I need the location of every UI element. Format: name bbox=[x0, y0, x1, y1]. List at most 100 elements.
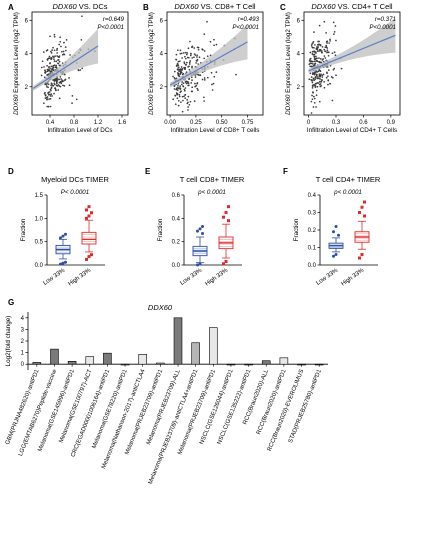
y-tick-label: 0.0 bbox=[308, 263, 317, 269]
scatter-point bbox=[59, 76, 62, 78]
scatter-point bbox=[58, 97, 61, 100]
scatter-point bbox=[52, 55, 54, 58]
scatter-point bbox=[323, 86, 326, 89]
scatter-point bbox=[56, 55, 58, 57]
scatter-point bbox=[322, 73, 325, 76]
scatter-point bbox=[316, 71, 319, 73]
scatter-point bbox=[310, 100, 313, 103]
scatter-point bbox=[180, 83, 183, 86]
x-tick-label: 0.50 bbox=[216, 120, 228, 126]
scatter-point bbox=[310, 65, 313, 68]
scatter-point bbox=[49, 35, 51, 38]
scatter-point bbox=[173, 70, 176, 73]
scatter-point bbox=[178, 70, 180, 73]
bar bbox=[85, 356, 95, 365]
scatter-point bbox=[54, 55, 56, 58]
scatter-point bbox=[198, 74, 200, 76]
scatter-point bbox=[46, 70, 49, 73]
scatter-point bbox=[45, 84, 48, 86]
scatter-point bbox=[182, 99, 184, 102]
scatter-point bbox=[173, 88, 176, 90]
scatter-point bbox=[203, 50, 206, 52]
y-tick-label: 6 bbox=[160, 18, 164, 24]
scatter-point bbox=[321, 76, 324, 78]
scatter-point bbox=[329, 40, 331, 42]
x-tick-label: High 33% bbox=[204, 267, 229, 287]
scatter-point bbox=[333, 51, 336, 53]
scatter-point bbox=[327, 83, 329, 86]
scatter-point bbox=[46, 105, 49, 108]
scatter-point bbox=[57, 89, 60, 91]
scatter-point bbox=[319, 58, 322, 60]
scatter-point bbox=[49, 105, 52, 108]
x-tick-label: Melanoma(GSE100797)-ACT bbox=[59, 368, 94, 444]
scatter-point bbox=[326, 71, 328, 74]
scatter-point bbox=[311, 94, 313, 97]
title-gene: DDX60 bbox=[174, 2, 199, 11]
panel-d-box-myeloid-dcs: D Myeloid DCs TIMER P< 0.0001 0.0 0.5 1.0 1.5 F… bbox=[8, 167, 109, 288]
outlier-point bbox=[358, 211, 361, 214]
scatter-point bbox=[312, 53, 314, 56]
scatter-point bbox=[199, 74, 202, 76]
scatter-point bbox=[53, 78, 56, 81]
scatter-point bbox=[314, 62, 316, 65]
scatter-point bbox=[321, 59, 324, 61]
outlier-point bbox=[87, 214, 91, 218]
chart-title: DDX60 VS. DCs bbox=[52, 2, 107, 11]
outlier-point bbox=[224, 260, 228, 263]
scatter-point bbox=[55, 77, 58, 80]
scatter-point bbox=[201, 78, 204, 81]
scatter-point bbox=[327, 75, 329, 78]
outlier-point bbox=[85, 208, 88, 212]
p-value: p< 0.0001 bbox=[333, 189, 362, 196]
scatter-point bbox=[313, 101, 316, 104]
x-tick-label: Low 33% bbox=[315, 267, 339, 286]
bar bbox=[173, 317, 183, 365]
box-iqr bbox=[81, 231, 97, 245]
chart-title: DDX60 bbox=[148, 303, 173, 312]
scatter-point bbox=[80, 38, 83, 41]
scatter-point bbox=[52, 84, 55, 87]
scatter-point bbox=[53, 58, 55, 61]
scatter-point bbox=[316, 85, 319, 88]
scatter-point bbox=[48, 69, 50, 72]
y-tick-label: 0.4 bbox=[172, 216, 181, 222]
scatter-point bbox=[63, 53, 66, 56]
y-axis-label: DDX60 Expression Level (log2 TPM) bbox=[285, 12, 292, 115]
scatter-point bbox=[191, 66, 193, 69]
scatter-point bbox=[210, 71, 213, 74]
scatter-point bbox=[48, 55, 51, 58]
y-axis-label: DDX60 Expression Level (log2 TPM) bbox=[13, 12, 20, 115]
scatter-point bbox=[44, 97, 47, 99]
confidence-band bbox=[33, 28, 99, 91]
scatter-point bbox=[49, 95, 52, 97]
scatter-point bbox=[174, 94, 177, 97]
scatter-point bbox=[310, 76, 313, 78]
scatter-point bbox=[206, 55, 209, 58]
scatter-point bbox=[61, 79, 63, 82]
scatter-point bbox=[181, 110, 184, 113]
scatter-point bbox=[40, 74, 43, 77]
scatter-point bbox=[318, 57, 320, 59]
scatter-point bbox=[309, 58, 311, 61]
scatter-point bbox=[195, 59, 198, 62]
scatter-point bbox=[50, 70, 52, 73]
scatter-point bbox=[323, 81, 325, 83]
scatter-point bbox=[177, 104, 180, 107]
scatter-point bbox=[44, 72, 47, 74]
scatter-point bbox=[321, 45, 324, 48]
scatter-point bbox=[317, 77, 320, 80]
scatter-point bbox=[58, 78, 61, 81]
y-tick-label: 6 bbox=[297, 18, 301, 24]
scatter-point bbox=[50, 82, 53, 85]
scatter-point bbox=[68, 84, 71, 87]
scatter-point bbox=[202, 49, 204, 51]
scatter-point bbox=[320, 73, 322, 76]
scatter-point bbox=[203, 79, 206, 81]
scatter-point bbox=[180, 90, 182, 93]
scatter-point bbox=[318, 83, 321, 86]
scatter-point bbox=[311, 50, 314, 53]
scatter-point bbox=[57, 84, 60, 86]
